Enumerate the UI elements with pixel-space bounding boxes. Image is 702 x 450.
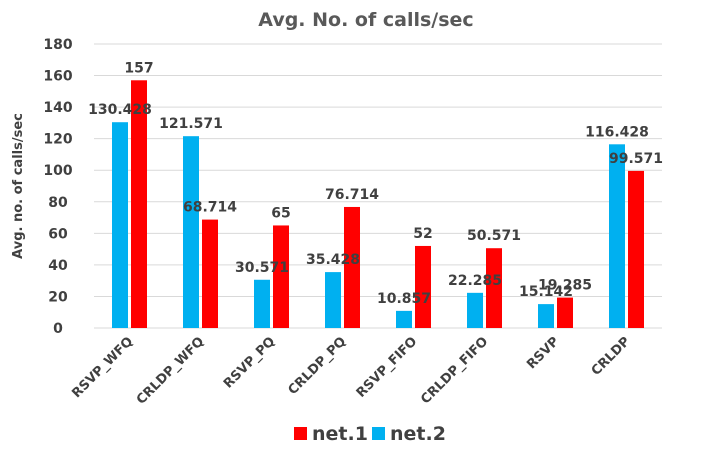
y-tick-label: 140 — [43, 100, 72, 116]
bar-net1-rsvp_wfq — [131, 80, 147, 329]
y-tick-label: 160 — [43, 69, 72, 85]
x-tick-label: CRLDP_WFQ — [134, 334, 207, 407]
bar-net1-rsvp_pq — [273, 225, 289, 328]
x-tick-label: CRLDP — [589, 334, 634, 379]
bar-net1-crldp_fifo — [486, 248, 502, 328]
x-tick-label: CRLDP_FIFO — [418, 334, 491, 407]
data-label: 30.571 — [235, 260, 289, 276]
bar-net2-rsvp_fifo — [396, 310, 412, 328]
y-tick-label: 100 — [43, 163, 72, 179]
legend-label-net2: net.2 — [390, 423, 446, 445]
bar-net2-crldp_pq — [325, 272, 341, 328]
data-label: 22.285 — [448, 273, 502, 289]
bar-net1-rsvp_fifo — [415, 245, 431, 328]
data-label: 121.571 — [159, 116, 223, 132]
data-label: 15.142 — [519, 284, 573, 300]
legend-swatch-net1 — [294, 427, 307, 440]
data-label: 65 — [271, 205, 290, 221]
legend-swatch-net2 — [372, 427, 385, 440]
y-tick-label: 180 — [43, 37, 72, 53]
y-tick-label: 80 — [48, 195, 68, 211]
data-label: 68.714 — [183, 200, 237, 216]
x-tick-label: RSVP — [524, 334, 562, 372]
y-axis-ticks: 0 20 40 60 80 100 120 140 160 180 — [43, 37, 72, 337]
data-label: 76.714 — [325, 187, 379, 203]
data-label: 19.285 — [538, 278, 592, 294]
data-label: 35.428 — [306, 252, 360, 268]
bar-net1-rsvp — [557, 297, 573, 328]
y-tick-label: 120 — [43, 132, 72, 148]
bar-net2-rsvp — [538, 304, 554, 328]
bar-net2-crldp_wfq — [183, 136, 199, 328]
legend-label-net1: net.1 — [312, 423, 368, 445]
y-tick-label: 60 — [48, 226, 68, 242]
bar-net2-rsvp_pq — [254, 279, 270, 328]
bar-net1-crldp_pq — [344, 206, 360, 328]
data-label: 10.857 — [377, 291, 431, 307]
data-label: 116.428 — [585, 124, 649, 140]
bar-net1-crldp_wfq — [202, 219, 218, 328]
data-labels: 130.428 157 121.571 68.714 30.571 65 35.428 76.… — [88, 60, 663, 307]
bar-net2-rsvp_wfq — [112, 122, 128, 329]
chart-title: Avg. No. of calls/sec — [258, 9, 473, 31]
x-tick-label: CRLDP_PQ — [286, 334, 350, 398]
data-label: 157 — [124, 60, 153, 76]
legend: net.1 net.2 — [294, 423, 446, 445]
y-tick-label: 40 — [48, 258, 68, 274]
y-axis-label: Avg. no. of calls/sec — [11, 113, 26, 259]
data-label: 50.571 — [467, 228, 521, 244]
bar-net1-crldp — [628, 170, 644, 328]
data-label: 99.571 — [609, 151, 663, 167]
bars — [112, 80, 644, 329]
y-tick-label: 0 — [53, 321, 63, 337]
x-tick-label: RSVP_WFQ — [69, 334, 136, 401]
x-tick-label: RSVP_PQ — [221, 334, 278, 391]
data-label: 130.428 — [88, 102, 152, 118]
y-tick-label: 20 — [48, 289, 68, 305]
bar-net2-crldp — [609, 144, 625, 328]
x-tick-label: RSVP_FIFO — [354, 334, 421, 401]
data-label: 52 — [413, 226, 432, 242]
bar-net2-crldp_fifo — [467, 292, 483, 328]
